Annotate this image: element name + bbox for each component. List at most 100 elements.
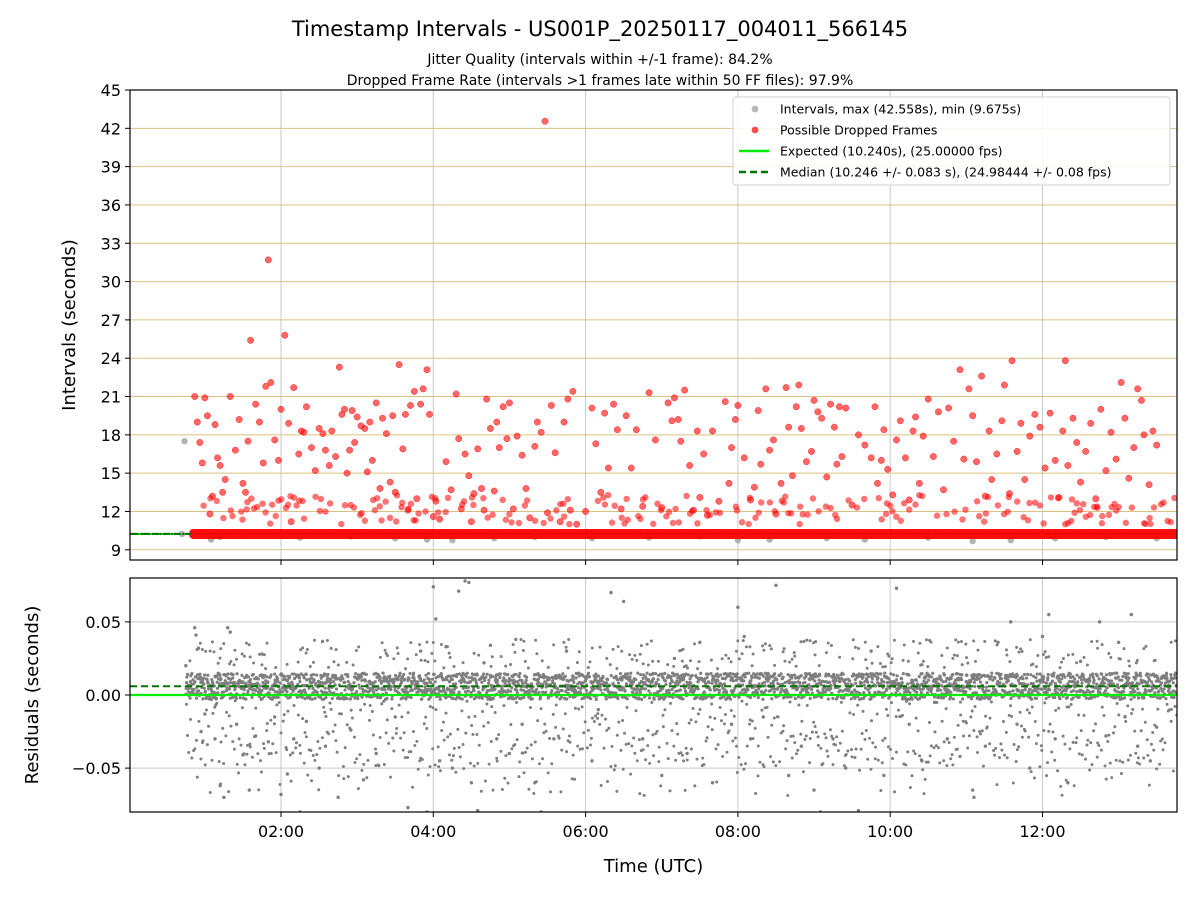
residual-point — [1071, 689, 1076, 693]
residual-point — [768, 644, 772, 648]
residual-point — [1012, 743, 1016, 747]
residual-point — [198, 675, 203, 679]
dropped-frame-point — [882, 510, 890, 518]
residual-point — [666, 673, 670, 677]
residual-point — [345, 723, 349, 727]
residual-point — [1062, 684, 1066, 688]
residual-point — [1080, 681, 1084, 685]
residual-point — [381, 671, 385, 675]
residual-point — [513, 650, 517, 654]
residual-point — [371, 690, 376, 694]
dropped-frame-point — [1086, 511, 1094, 519]
residual-point — [288, 695, 292, 699]
residual-point — [710, 728, 714, 732]
dropped-frame-point — [423, 366, 431, 374]
residual-point — [1023, 729, 1027, 733]
residual-point — [516, 679, 520, 684]
residual-point — [804, 674, 808, 678]
residual-point — [1071, 696, 1075, 700]
dropped-frame-point — [897, 517, 904, 524]
residual-point — [415, 739, 419, 743]
residual-point — [833, 743, 837, 747]
residual-point — [460, 709, 464, 713]
dropped-frame-point — [371, 507, 379, 514]
residual-point — [643, 687, 647, 691]
residual-point — [218, 783, 222, 788]
residual-point — [1153, 658, 1157, 662]
residual-point — [216, 691, 220, 695]
residual-point — [590, 646, 594, 650]
residual-point — [1056, 769, 1060, 773]
residual-point — [1065, 687, 1069, 691]
residual-point — [248, 655, 252, 659]
residual-point — [357, 645, 361, 649]
residual-point — [1029, 697, 1034, 701]
dropped-frame-point — [905, 506, 913, 513]
residual-point — [1005, 756, 1009, 760]
residual-point — [756, 774, 760, 778]
residual-point — [390, 707, 394, 711]
residual-point — [689, 681, 693, 685]
residual-point — [850, 748, 854, 752]
dropped-frame-point — [564, 495, 572, 503]
residual-point — [1136, 696, 1141, 700]
interval-point — [189, 532, 193, 536]
residual-point — [1164, 697, 1168, 701]
residual-point — [532, 791, 536, 795]
dropped-frame-point — [467, 518, 475, 526]
residual-point — [629, 772, 633, 776]
residual-point — [285, 690, 289, 694]
residual-point — [296, 660, 300, 664]
dropped-frame-point — [808, 447, 815, 455]
dropped-frame-point — [731, 416, 739, 423]
residual-point — [623, 689, 627, 693]
dropped-frame-point — [998, 417, 1006, 425]
residual-point — [921, 768, 925, 772]
dropped-frame-point — [965, 385, 973, 393]
residual-point — [472, 764, 476, 768]
residual-point — [882, 691, 886, 695]
residual-point — [682, 759, 686, 763]
residual-point — [1160, 737, 1164, 741]
residual-point — [686, 673, 690, 677]
dropped-frame-point — [1069, 414, 1077, 422]
residual-point — [896, 708, 900, 712]
residual-point — [294, 741, 298, 745]
dropped-frame-point — [919, 492, 926, 500]
dropped-frame-point — [809, 495, 817, 502]
residual-point — [668, 681, 672, 686]
residual-point — [387, 682, 391, 686]
residual-point — [744, 645, 748, 649]
residual-point — [824, 736, 828, 740]
x-tick-label: 04:00 — [410, 822, 456, 841]
residual-point — [893, 790, 897, 794]
residual-point — [1117, 713, 1121, 717]
residual-point — [302, 676, 306, 680]
residual-point — [292, 672, 296, 676]
residual-point — [750, 676, 754, 680]
x-tick-label: 02:00 — [258, 822, 304, 841]
residual-point — [474, 681, 479, 686]
residual-point — [397, 674, 402, 678]
residual-point — [918, 687, 922, 691]
residual-point — [434, 617, 438, 621]
residual-point — [371, 686, 375, 691]
dropped-frame-point — [889, 491, 897, 499]
residual-point — [564, 645, 568, 649]
residual-point — [1162, 687, 1166, 691]
residual-point — [1168, 679, 1172, 683]
residual-point — [612, 768, 616, 772]
plot-frame — [129, 89, 1178, 561]
residual-point — [514, 701, 518, 705]
residual-point — [899, 677, 904, 681]
residual-point — [276, 679, 280, 684]
residual-point — [615, 667, 619, 671]
residual-point — [732, 714, 736, 718]
residual-point — [1124, 720, 1128, 724]
residual-point — [674, 758, 678, 762]
residual-point — [294, 746, 298, 750]
residual-point — [203, 673, 207, 677]
dropped-frame-point — [452, 390, 460, 398]
residual-point — [422, 678, 426, 682]
dropped-frame-point — [608, 519, 616, 526]
